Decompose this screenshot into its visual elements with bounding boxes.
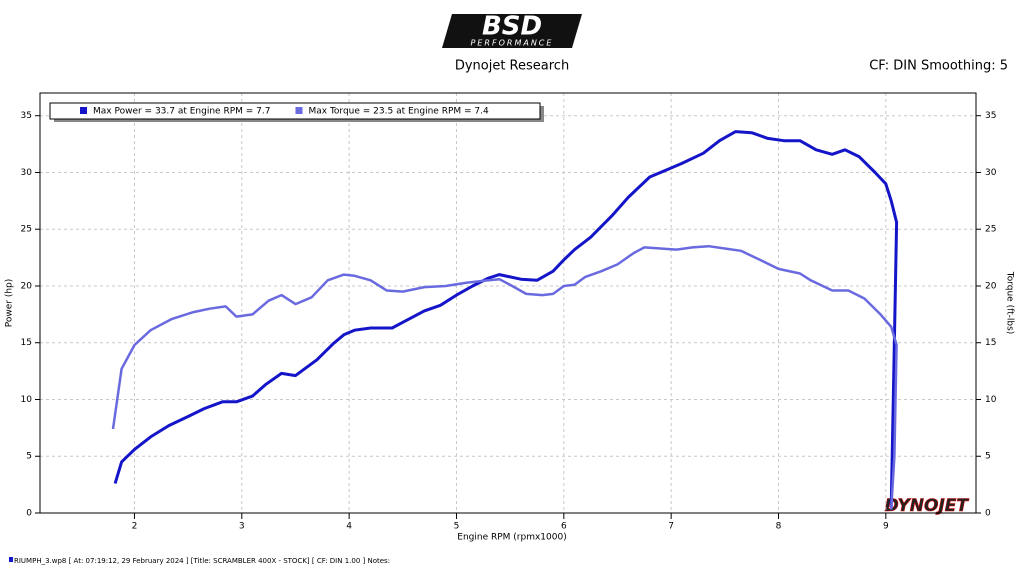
legend-label: Max Torque = 23.5 at Engine RPM = 7.4 [308, 107, 489, 117]
plot-frame [39, 92, 977, 514]
y2-tick-label: 35 [985, 111, 996, 121]
logo-brand: BSD [482, 12, 542, 42]
y-tick-label: 5 [26, 452, 32, 462]
x-tick-label: 4 [346, 522, 352, 532]
x-tick-label: 3 [239, 522, 245, 532]
y-axis-label: Power (hp) [5, 279, 15, 328]
y2-tick-label: 30 [985, 168, 997, 178]
logo-badge [442, 14, 582, 48]
legend-label: Max Power = 33.7 at Engine RPM = 7.7 [93, 107, 270, 117]
y2-tick-label: 15 [985, 338, 996, 348]
x-tick-label: 6 [561, 522, 567, 532]
logo: BSD PERFORMANCE [442, 12, 582, 48]
x-tick-label: 9 [883, 522, 889, 532]
y2-tick-label: 0 [985, 509, 991, 519]
y-tick-label: 30 [21, 168, 33, 178]
y2-tick-label: 10 [985, 395, 997, 405]
y-tick-label: 35 [21, 111, 32, 121]
line-series [113, 130, 899, 508]
y-tick-label: 20 [21, 281, 33, 291]
x-tick-label: 5 [454, 522, 460, 532]
legend-box [49, 102, 541, 120]
y-tick-label: 0 [26, 509, 32, 519]
legend-marker [80, 107, 87, 114]
legend-marker [295, 107, 303, 114]
watermark: DYNOJET [885, 496, 970, 516]
line-series [111, 244, 898, 510]
y-tick-label: 15 [21, 338, 32, 348]
x-tick-label: 2 [132, 522, 138, 532]
chart-subtitle: CF: DIN Smoothing: 5 [869, 59, 1008, 74]
y2-tick-label: 20 [985, 281, 997, 291]
x-axis-label: Engine RPM (rpmx1000) [457, 533, 566, 543]
y2-tick-label: 25 [985, 225, 996, 235]
x-tick-label: 8 [776, 522, 782, 532]
y-tick-label: 10 [21, 395, 33, 405]
footer: RIUMPH_3.wp8 [ At: 07:19:12, 29 February… [14, 557, 390, 565]
y2-tick-label: 5 [985, 452, 991, 462]
chart-title: Dynojet Research [455, 59, 569, 74]
footer-icon [9, 557, 13, 562]
logo-sub: PERFORMANCE [471, 39, 554, 48]
y-tick-label: 25 [21, 225, 32, 235]
legend: Max Power = 33.7 at Engine RPM = 7.7 Max … [49, 102, 544, 122]
x-tick-label: 7 [668, 522, 674, 532]
y2-axis-label: Torque (ft-lbs) [1005, 271, 1015, 335]
